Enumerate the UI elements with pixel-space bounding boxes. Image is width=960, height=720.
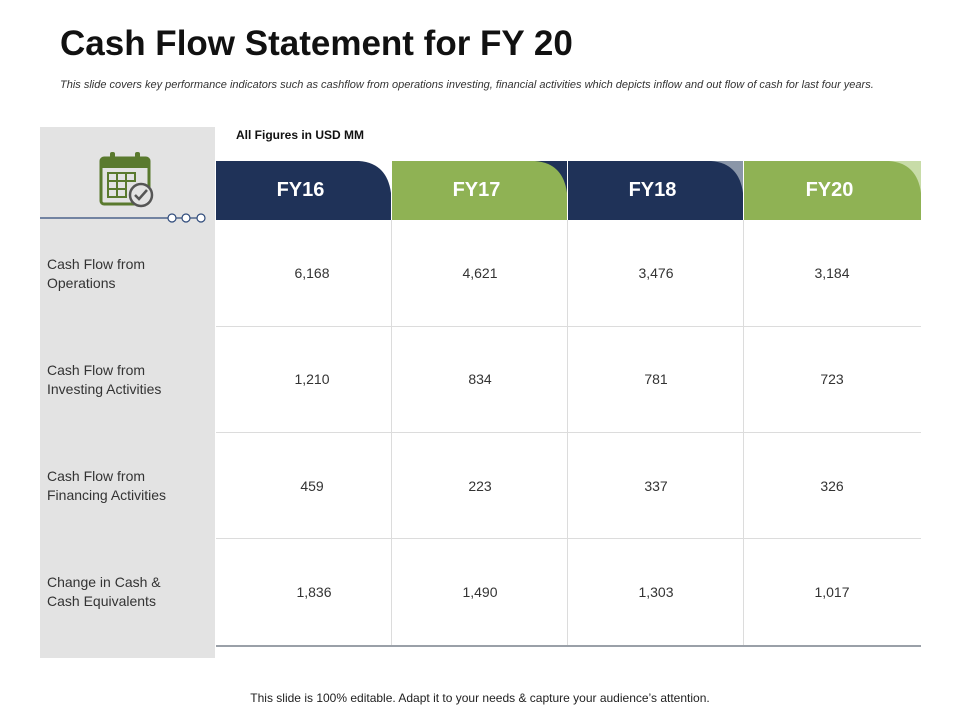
row-label-investing: Cash Flow from Investing Activities [47,362,162,397]
table-cell: 1,017 [814,584,850,600]
table-cell: 6,168 [294,265,330,281]
table-cell: 3,184 [814,265,850,281]
row-label-operations: Cash Flow from Operations [47,256,146,291]
column-header-fy16: FY16 [216,161,391,220]
column-header-fy20: FY20 [744,161,921,220]
table-cell: 337 [644,478,668,494]
column-header-fy18: FY18 [568,161,743,220]
calendar-check-icon [99,152,154,208]
row-label-financing: Cash Flow from Financing Activities [47,468,167,503]
connector-dots [40,213,206,223]
table-cell: 326 [820,478,844,494]
table-cell: 834 [468,371,492,387]
grid-divider [216,538,921,539]
table-cell: 1,490 [462,584,498,600]
table-cell: 1,210 [294,371,330,387]
table-cell: 4,621 [462,265,498,281]
table-bottom-rule [216,645,921,647]
page-title: Cash Flow Statement for FY 20 [60,24,573,63]
units-note: All Figures in USD MM [236,128,365,142]
table-cell: 459 [300,478,324,494]
table-cell: 223 [468,478,492,494]
table-cell: 723 [820,371,844,387]
footer-note: This slide is 100% editable. Adapt it to… [250,691,710,705]
grid-divider [216,432,921,433]
page-subtitle: This slide covers key performance indica… [60,79,874,91]
grid-divider [216,326,921,327]
row-label-change-in-cash: Change in Cash & Cash Equivalents [47,574,161,609]
table-cell: 3,476 [638,265,674,281]
column-header-fy17: FY17 [392,161,567,220]
table-cell: 1,836 [296,584,332,600]
table-cell: 781 [644,371,668,387]
table-cell: 1,303 [638,584,674,600]
